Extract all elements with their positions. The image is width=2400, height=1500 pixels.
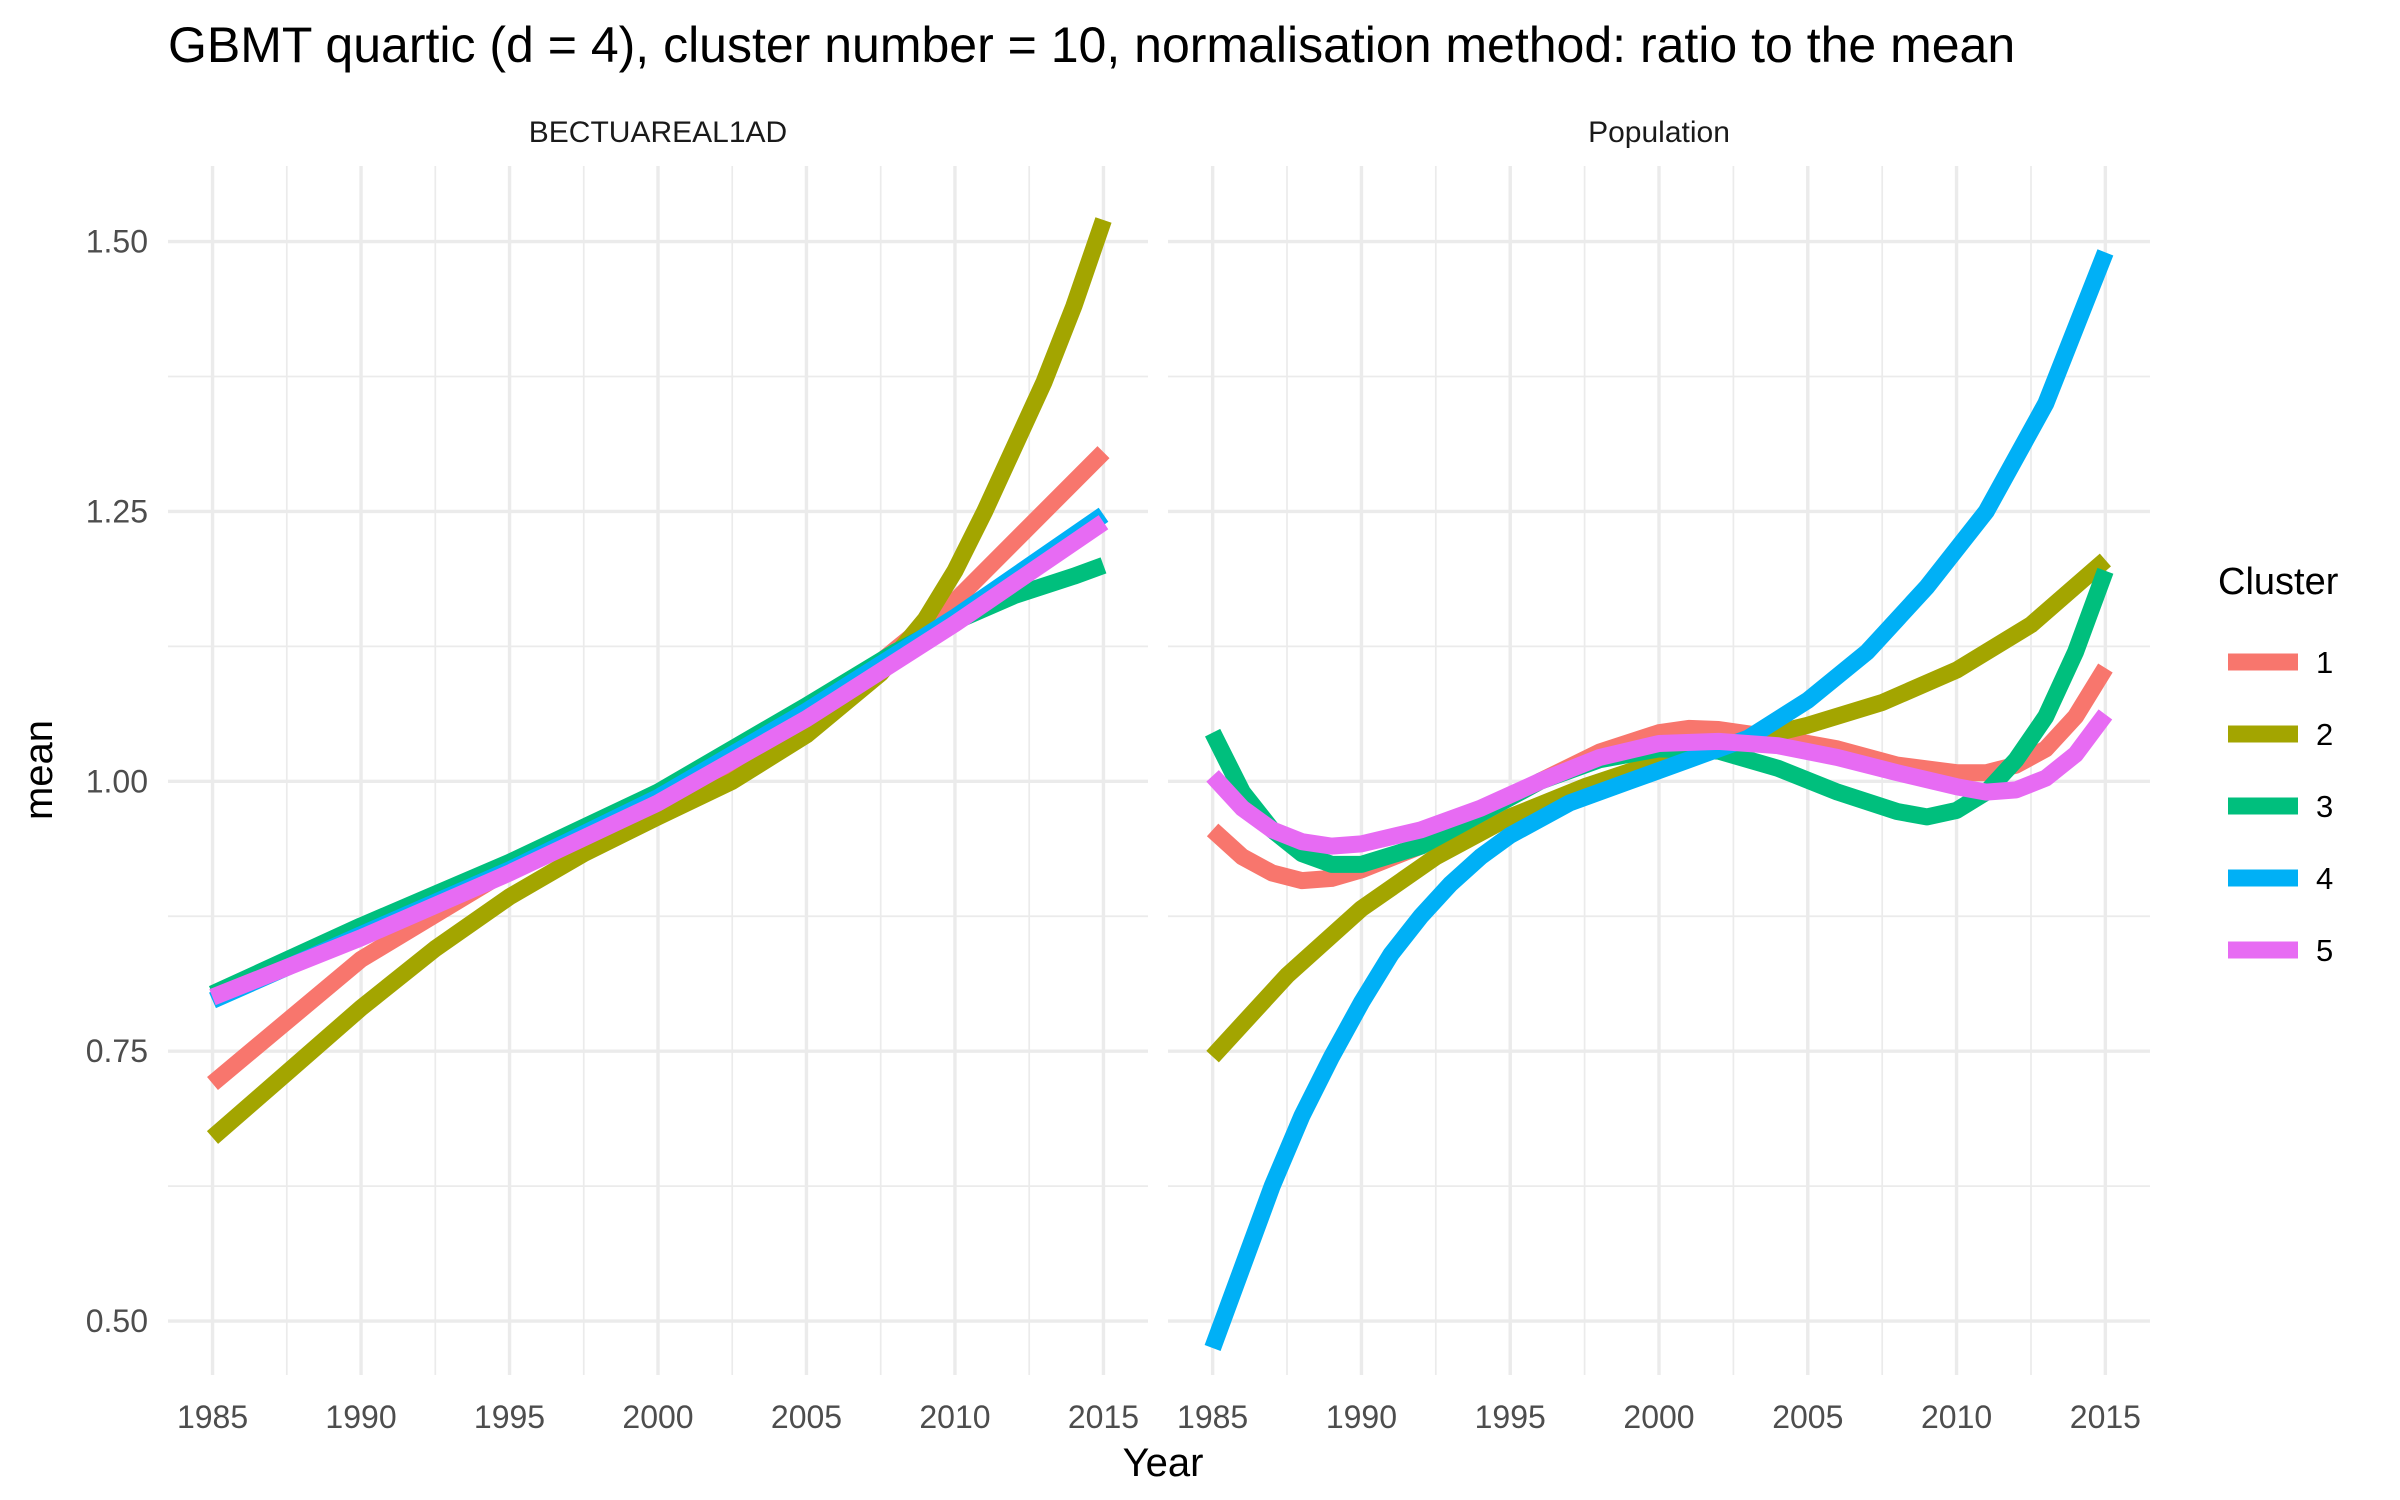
x-tick-label: 2005 [771,1399,842,1435]
x-tick-label: 1995 [1475,1399,1546,1435]
legend-title: Cluster [2218,561,2339,603]
y-tick-label: 1.25 [86,493,148,529]
y-tick-label: 0.75 [86,1033,148,1069]
x-tick-label: 2015 [2070,1399,2141,1435]
x-tick-label: 2005 [1772,1399,1843,1435]
x-axis-title: Year [1123,1441,1204,1485]
series-line-cluster-2 [206,217,1112,1144]
x-tick-label: 2000 [1623,1399,1694,1435]
series-line-cluster-5 [209,515,1109,1006]
legend-item-2: 2 [2228,717,2333,752]
legend-label-5: 5 [2316,933,2333,968]
series-line-cluster-5 [1206,709,2113,855]
legend-item-1: 1 [2228,645,2333,680]
x-tick-label: 1985 [177,1399,248,1435]
panel-2-strip-label: Population [1588,116,1730,149]
legend: 1 2 3 4 5 [2228,645,2333,968]
y-axis-title: mean [17,720,61,820]
x-tick-label: 2010 [1921,1399,1992,1435]
legend-label-1: 1 [2316,645,2333,680]
x-tick-label: 1985 [1177,1399,1248,1435]
legend-item-4: 4 [2228,861,2333,896]
x-tick-label: 1990 [1326,1399,1397,1435]
y-tick-label: 1.50 [86,224,148,260]
legend-label-4: 4 [2316,861,2333,896]
panels-layer: BECTUAREAL1AD 1985 1990 1995 2000 2005 2010 201… [86,116,2150,1435]
y-tick-label: 1.00 [86,763,148,799]
x-tick-label: 2000 [622,1399,693,1435]
panel-2: Population 1985 1990 1995 2000 2005 2010 2015 [1168,116,2150,1435]
series-line-cluster-4 [1204,249,2114,1351]
y-tick-label: 0.50 [86,1303,148,1339]
panel-1: BECTUAREAL1AD 1985 1990 1995 2000 2005 2010 201… [86,116,1148,1435]
legend-item-3: 3 [2228,789,2333,824]
x-tick-label: 1995 [474,1399,545,1435]
legend-label-2: 2 [2316,717,2333,752]
legend-label-3: 3 [2316,789,2333,824]
legend-item-5: 5 [2228,933,2333,968]
chart-title: GBMT quartic (d = 4), cluster number = 1… [168,17,2015,73]
x-tick-label: 2015 [1068,1399,1139,1435]
x-tick-label: 1990 [325,1399,396,1435]
x-tick-label: 2010 [919,1399,990,1435]
panel-1-strip-label: BECTUAREAL1AD [529,116,787,149]
